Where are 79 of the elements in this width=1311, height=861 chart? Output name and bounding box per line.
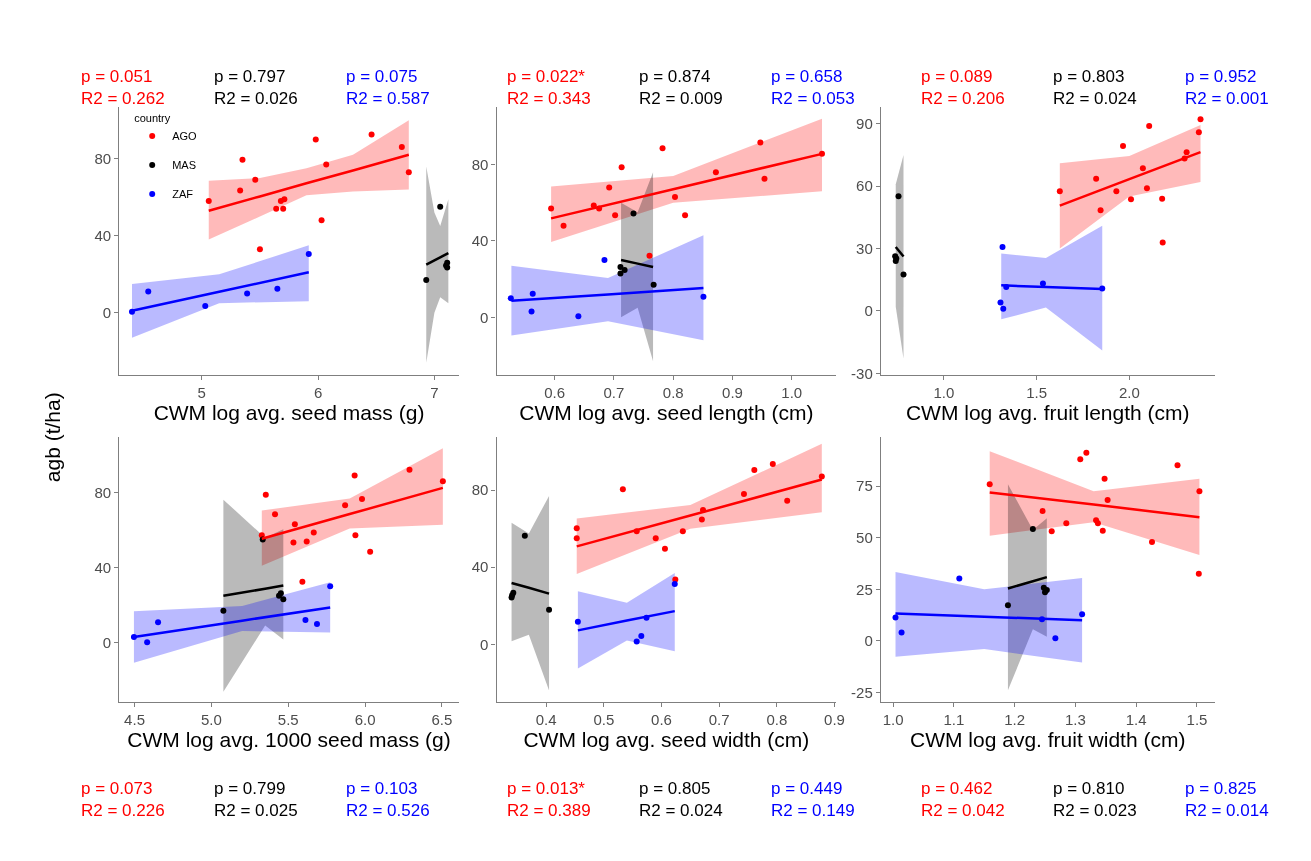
x-tick-label: 0.7	[708, 711, 730, 729]
y-tick-label: 0	[102, 633, 112, 651]
annotation: p = 0.075 R2 = 0.587	[346, 67, 430, 109]
legend-title: country	[134, 111, 171, 124]
y-tick-label: 80	[471, 155, 489, 173]
text: p = 0.805 R2 = 0.024	[639, 779, 723, 821]
y-tick-label: 80	[94, 484, 112, 502]
annotation: p = 0.952 R2 = 0.001	[1185, 67, 1269, 109]
x-tick-label: 1.2	[1004, 711, 1026, 729]
y-tick-label: 0	[480, 635, 489, 653]
x-tick-label: 7	[430, 384, 439, 402]
y-tick-label: 30	[856, 239, 873, 257]
x-axis-title: CWM log avg. fruit width (cm)	[910, 728, 1186, 752]
annotation: p = 0.022* R2 = 0.343	[507, 67, 591, 109]
x-tick-label: 5.0	[200, 711, 222, 729]
x-tick-label: 0.6	[544, 384, 566, 402]
y-tick-label: 0	[102, 304, 112, 322]
x-tick-label: 5	[197, 384, 206, 402]
text: p = 0.103 R2 = 0.526	[346, 779, 430, 821]
x-axis-title: CWM log avg. fruit length (cm)	[905, 401, 1190, 425]
annotation: p = 0.051 R2 = 0.262	[81, 67, 165, 109]
x-tick-label: 1.0	[882, 711, 904, 729]
x-tick-label: 0.5	[593, 711, 615, 729]
x-tick-label: 0.9	[722, 384, 743, 402]
x-tick-label: 0.6	[651, 711, 672, 729]
y-tick-label: 0	[480, 308, 489, 326]
y-tick-label: 40	[94, 226, 112, 244]
x-tick-label: 0.8	[766, 711, 788, 729]
text: p = 0.013* R2 = 0.389	[507, 779, 591, 821]
y-tick-label: -30	[851, 364, 873, 382]
y-tick-label: 75	[856, 477, 873, 495]
text: p = 0.810 R2 = 0.023	[1053, 779, 1137, 821]
x-axis-title: CWM log avg. seed length (cm)	[519, 401, 814, 425]
legend-label: ZAF	[172, 188, 194, 201]
y-tick-label: 0	[864, 632, 873, 650]
annotation: p = 0.658 R2 = 0.053	[771, 67, 855, 109]
y-tick-label: 40	[471, 558, 489, 576]
y-tick-label: 25	[856, 580, 873, 598]
x-tick-label: 4.5	[124, 711, 145, 729]
y-tick-label: 40	[94, 558, 112, 576]
y-tick-label: 80	[94, 149, 112, 167]
text: p = 0.449 R2 = 0.149	[771, 779, 855, 821]
x-tick-label: 6.0	[354, 711, 376, 729]
x-tick-label: 1.5	[1186, 711, 1208, 729]
text: p = 0.073 R2 = 0.226	[81, 779, 165, 821]
y-tick-label: 90	[856, 115, 873, 133]
y-tick-label: 80	[471, 481, 489, 499]
y-tick-label: 40	[471, 232, 489, 250]
x-axis-title: CWM log avg. seed width (cm)	[523, 728, 810, 752]
x-tick-label: 1.1	[943, 711, 965, 729]
y-tick-label: 60	[856, 177, 873, 195]
x-tick-label: 6	[313, 384, 323, 402]
x-tick-label: 1.0	[933, 384, 955, 402]
x-tick-label: 1.3	[1064, 711, 1086, 729]
x-tick-label: 0.7	[603, 384, 625, 402]
annotation: p = 0.874 R2 = 0.009	[639, 67, 723, 109]
y-tick-label: -25	[851, 683, 873, 701]
x-tick-label: 6.5	[431, 711, 453, 729]
x-tick-label: 0.8	[662, 384, 684, 402]
text: p = 0.825 R2 = 0.014	[1185, 779, 1269, 821]
y-tick-label: 50	[856, 529, 873, 546]
annotation: p = 0.089 R2 = 0.206	[921, 67, 1005, 109]
x-tick-label: 1.5	[1026, 384, 1048, 402]
x-tick-label: 1.0	[781, 384, 803, 402]
x-axis-title: CWM log avg. 1000 seed mass (g)	[127, 728, 451, 752]
text: p = 0.462 R2 = 0.042	[921, 779, 1005, 821]
x-tick-label: 5.5	[277, 711, 299, 729]
x-tick-label: 1.4	[1125, 711, 1147, 729]
x-axis-title: CWM log avg. seed mass (g)	[153, 401, 425, 425]
x-tick-label: 2.0	[1118, 384, 1140, 402]
x-tick-label: 0.9	[824, 711, 845, 729]
annotation: p = 0.797 R2 = 0.026	[214, 67, 298, 109]
text: p = 0.799 R2 = 0.025	[214, 779, 298, 821]
annotation: p = 0.803 R2 = 0.024	[1053, 67, 1137, 109]
y-axis-title: agb (t/ha)	[41, 392, 65, 483]
legend-label: AGO	[172, 130, 198, 143]
legend-label: MAS	[172, 159, 197, 172]
x-tick-label: 0.4	[535, 711, 557, 729]
y-tick-label: 0	[864, 302, 873, 320]
